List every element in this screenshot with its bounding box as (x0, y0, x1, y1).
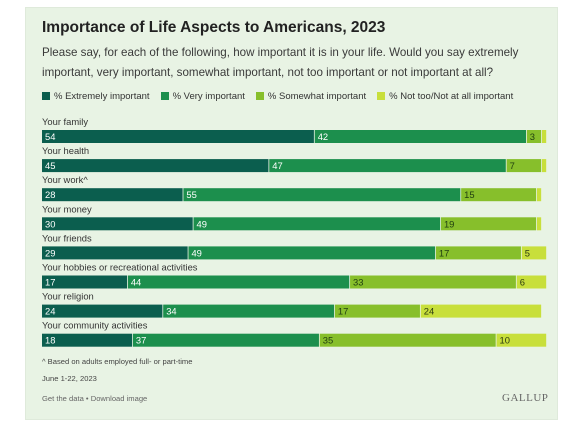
bar-segment-extremely-important (42, 217, 193, 231)
bar-segment-not-too-not-at-all-important (496, 333, 547, 347)
data-label: 10 (500, 335, 510, 346)
bar-segment-somewhat-important (435, 246, 521, 260)
bar-segment-very-important (127, 275, 350, 289)
bar-segment-somewhat-important (526, 130, 542, 143)
data-label: 3 (530, 131, 535, 142)
legend-label: % Extremely important (54, 90, 150, 102)
data-label: 49 (197, 218, 207, 229)
bar-segment-very-important (193, 217, 441, 231)
data-label: 17 (45, 277, 55, 288)
category-label: Your hobbies or recreational activities (42, 262, 198, 273)
bar-segment-extremely-important (42, 275, 128, 289)
legend-swatch (160, 92, 169, 100)
bar-segment-extremely-important (42, 333, 133, 347)
category-label: Your friends (42, 232, 92, 243)
data-label: 34 (166, 306, 176, 317)
category-label: Your religion (42, 291, 94, 302)
bar-segment-extremely-important (42, 159, 269, 173)
data-label: 35 (323, 335, 333, 346)
data-label: 7 (510, 160, 515, 171)
data-label: 30 (45, 218, 55, 229)
legend-item-extremely-important: % Extremely important (42, 91, 150, 102)
bar-segment-not-too-not-at-all-important (541, 130, 547, 143)
bar-segment-not-too-not-at-all-important (516, 275, 547, 289)
data-label: 6 (520, 277, 525, 288)
data-label: 37 (136, 335, 146, 346)
chart-card (25, 7, 558, 420)
bar-segment-somewhat-important (506, 159, 542, 173)
bar-segment-not-too-not-at-all-important (541, 159, 547, 173)
footnote: ^ Based on adults employed full- or part… (42, 357, 193, 366)
category-label: Your family (42, 116, 88, 127)
data-label: 44 (131, 277, 141, 288)
survey-question: Please say, for each of the following, h… (42, 46, 519, 79)
category-label: Your community activities (42, 320, 148, 331)
data-label: 24 (45, 306, 55, 317)
bar-segment-extremely-important (42, 130, 314, 143)
bar-segment-somewhat-important (350, 275, 516, 289)
data-label: 19 (444, 218, 454, 229)
bar-segment-very-important (132, 333, 319, 347)
bar-segment-somewhat-important (319, 333, 496, 347)
bar-segment-somewhat-important (440, 217, 537, 231)
data-label: 15 (464, 189, 474, 200)
link-separator: • (85, 394, 89, 403)
data-label: 49 (191, 247, 201, 258)
category-label: Your money (42, 203, 92, 214)
legend-item-very-important: % Very important (160, 90, 245, 102)
bar-segment-very-important (269, 159, 506, 173)
data-label: 17 (439, 247, 449, 258)
bar-segment-very-important (188, 246, 436, 260)
category-label: Your health (42, 145, 89, 156)
data-label: 55 (186, 189, 196, 200)
bar-segment-somewhat-important (334, 304, 420, 318)
data-label: 42 (318, 131, 328, 142)
legend-item-somewhat-important: % Somewhat important (255, 90, 367, 102)
legend-swatch (42, 92, 50, 100)
bar-segment-not-too-not-at-all-important (521, 246, 547, 260)
bar-segment-extremely-important (42, 188, 183, 202)
data-label: 33 (353, 277, 363, 288)
survey-date: June 1-22, 2023 (42, 374, 97, 383)
data-label: 17 (338, 306, 348, 317)
legend-label: % Somewhat important (267, 90, 367, 102)
download-image-link[interactable]: Download image (90, 394, 148, 403)
gallup-logo: GALLUP (502, 392, 549, 404)
chart-links: Get the data • Download image (42, 394, 147, 403)
legend-label: % Not too/Not at all important (389, 90, 514, 102)
bar-segment-not-too-not-at-all-important (536, 217, 542, 231)
data-label: 54 (45, 131, 55, 142)
chart-title: Importance of Life Aspects to Americans,… (42, 19, 386, 36)
category-label: Your work^ (42, 174, 88, 185)
bar-segment-somewhat-important (461, 188, 537, 202)
data-label: 45 (45, 160, 55, 171)
bar-segment-very-important (314, 130, 526, 143)
bar-segment-extremely-important (42, 246, 188, 260)
legend-item-not-important: % Not too/Not at all important (377, 91, 513, 102)
legend-label: % Very important (172, 90, 245, 102)
bar-segment-not-too-not-at-all-important (420, 304, 542, 318)
data-label: 28 (45, 189, 55, 200)
bar-segment-not-too-not-at-all-important (536, 188, 542, 202)
data-label: 29 (45, 247, 55, 258)
bar-segment-very-important (183, 188, 461, 202)
get-data-link[interactable]: Get the data (42, 394, 84, 403)
data-label: 24 (424, 306, 434, 317)
bar-segment-very-important (163, 304, 335, 318)
legend-swatch (377, 92, 386, 100)
bar-segment-extremely-important (42, 304, 163, 318)
data-label: 47 (272, 160, 282, 171)
data-label: 5 (525, 247, 530, 258)
data-label: 18 (45, 335, 55, 346)
legend-swatch (255, 92, 264, 100)
chart-legend: % Extremely important % Very important %… (42, 90, 524, 102)
